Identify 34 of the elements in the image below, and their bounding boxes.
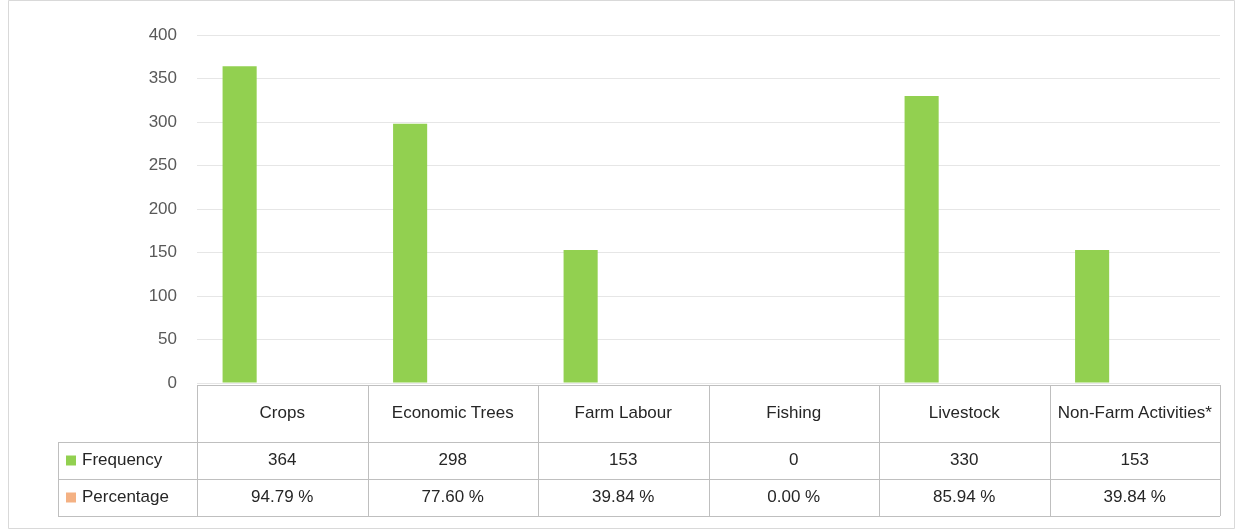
y-tick-label: 150 <box>148 242 177 262</box>
y-tick-label: 200 <box>148 198 177 218</box>
data-label: 153 <box>1120 450 1149 470</box>
text: 39.84 % <box>1103 487 1166 507</box>
x-tick-label: Fishing <box>766 403 822 423</box>
text: 39.84 % <box>592 487 655 507</box>
bar <box>563 249 598 383</box>
text: 85.94 % <box>933 487 996 507</box>
text: 77.60 % <box>421 487 484 507</box>
text: 0.00 % <box>767 487 821 507</box>
x-tick-label: Farm Labour <box>574 403 673 423</box>
bar <box>222 66 257 383</box>
data-label: 153 <box>609 450 638 470</box>
y-tick-label: 0 <box>167 372 177 392</box>
y-tick-label: 300 <box>148 111 177 131</box>
y-tick-label: 250 <box>148 155 177 175</box>
data-label: 0 <box>789 450 799 470</box>
bar <box>904 95 939 383</box>
legend-label: Frequency <box>82 450 163 470</box>
x-tick-label: Livestock <box>928 403 1001 423</box>
data-label: 364 <box>268 450 297 470</box>
bar <box>393 123 428 383</box>
y-tick-label: 50 <box>158 329 177 349</box>
bar <box>1075 249 1110 383</box>
data-label: 298 <box>438 450 467 470</box>
legend-label: Percentage <box>82 487 169 507</box>
y-tick-label: 400 <box>148 24 177 44</box>
x-tick-label: Crops <box>259 403 305 423</box>
data-label: 330 <box>950 450 979 470</box>
text: 94.79 % <box>251 487 314 507</box>
y-tick-label: 350 <box>148 68 177 88</box>
y-tick-label: 100 <box>148 285 177 305</box>
x-tick-label: Economic Trees <box>391 403 514 423</box>
x-tick-label: Non-Farm Activities* <box>1057 403 1213 423</box>
